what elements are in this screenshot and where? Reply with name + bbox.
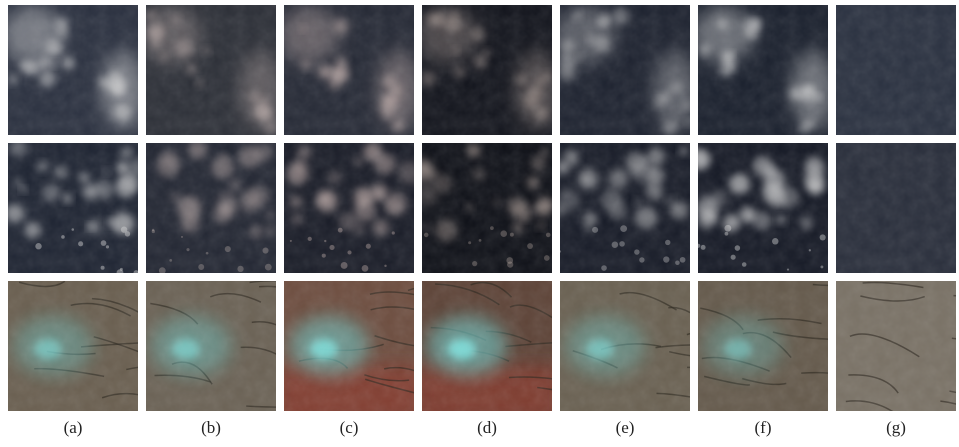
image-tile xyxy=(689,143,828,273)
panel-label: (d) xyxy=(477,418,497,437)
image-tile xyxy=(141,5,283,135)
texture xyxy=(560,5,690,135)
panel-label: (c) xyxy=(340,418,359,437)
image-tile xyxy=(146,141,277,274)
texture xyxy=(8,281,138,411)
texture xyxy=(836,5,956,135)
image-tile xyxy=(3,5,145,135)
image-tile xyxy=(413,142,554,273)
texture xyxy=(560,143,690,273)
image-tile xyxy=(284,143,422,273)
panel-label: (e) xyxy=(616,418,635,437)
texture xyxy=(146,281,276,411)
image-tile xyxy=(417,5,559,135)
image-tile xyxy=(279,5,421,135)
panel-label: (f) xyxy=(755,418,772,437)
texture xyxy=(698,281,828,411)
texture xyxy=(284,5,414,135)
texture xyxy=(836,143,956,273)
texture xyxy=(146,143,276,273)
texture xyxy=(146,5,276,135)
texture xyxy=(422,5,552,135)
image-tile xyxy=(836,143,956,273)
texture xyxy=(560,281,690,411)
image-tile xyxy=(836,281,959,425)
image-tile xyxy=(555,5,697,136)
image-tile xyxy=(693,5,835,135)
texture xyxy=(284,281,414,411)
texture xyxy=(8,143,138,273)
image-tile xyxy=(553,143,690,273)
page: {"labels": ["(a)", "(b)", "(c)", "(d)", … xyxy=(0,0,959,442)
texture xyxy=(698,5,828,135)
panel-label: (a) xyxy=(64,418,83,437)
image-tile xyxy=(836,5,956,135)
texture xyxy=(284,143,414,273)
texture xyxy=(836,281,956,411)
texture xyxy=(698,143,828,273)
texture xyxy=(422,143,552,273)
texture xyxy=(8,5,138,135)
panel-label: (g) xyxy=(886,418,906,437)
texture xyxy=(422,281,552,411)
figure: (a) (b) (c) (d) (e) (f) (g) xyxy=(0,0,959,442)
panel-label: (b) xyxy=(201,418,221,437)
image-tile xyxy=(5,140,146,276)
